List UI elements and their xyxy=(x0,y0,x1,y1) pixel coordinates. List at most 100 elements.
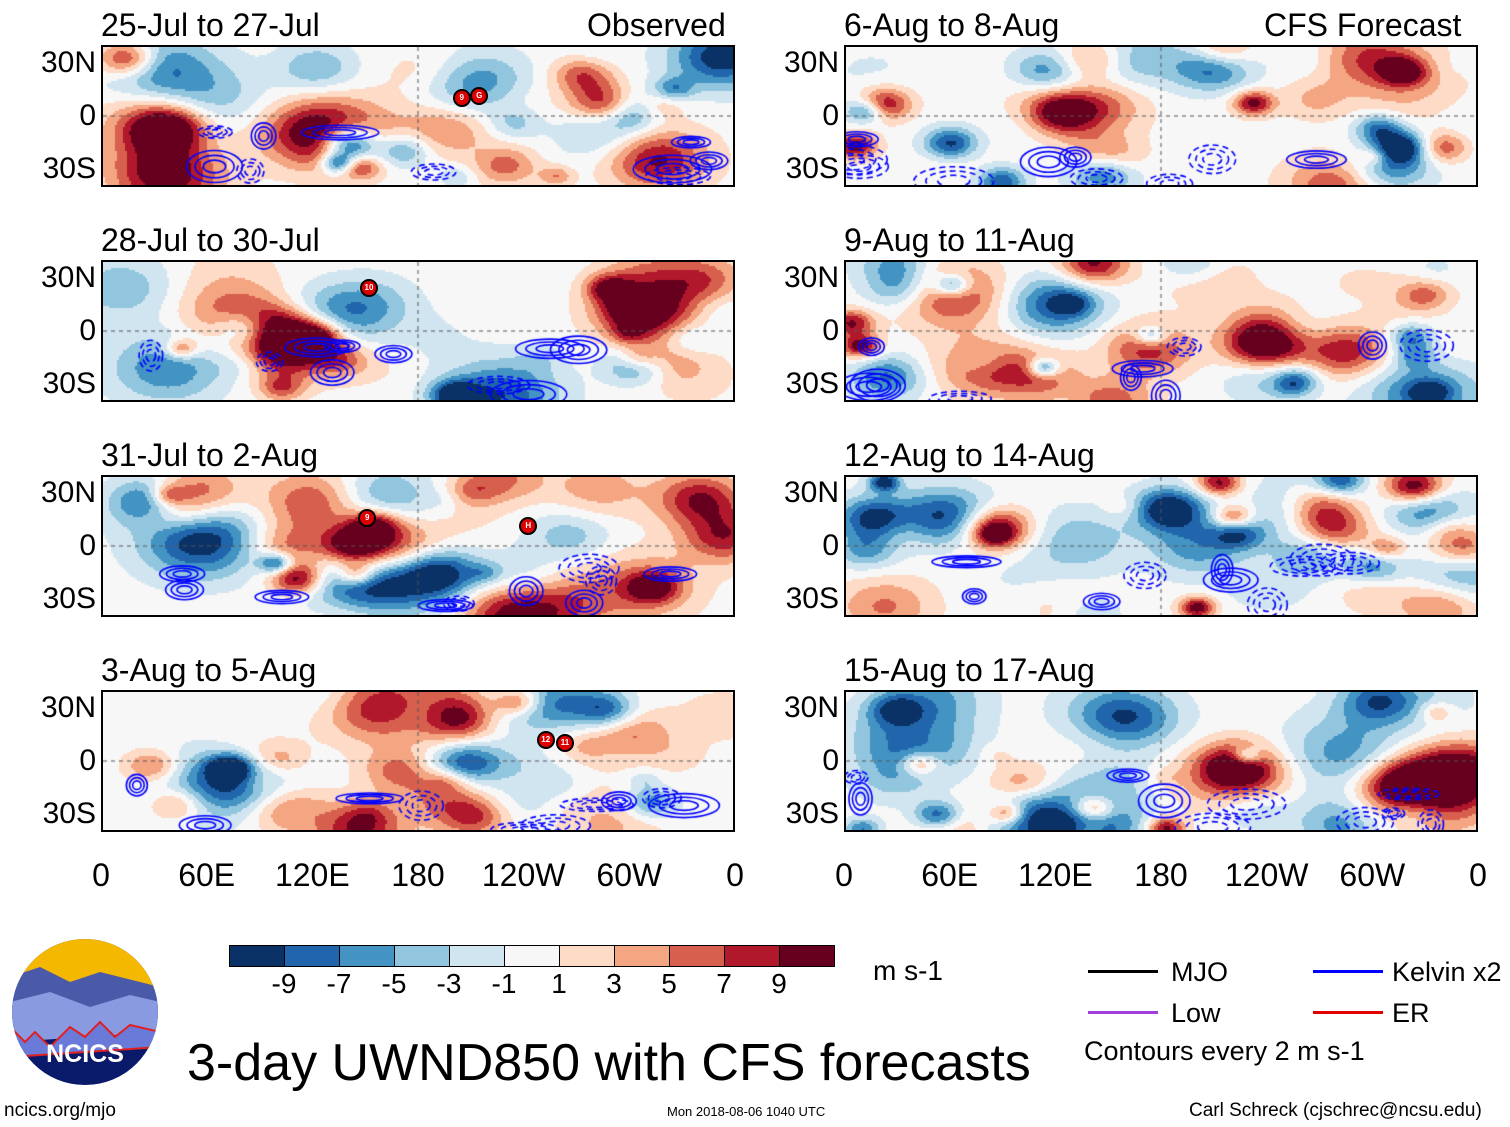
tropical-cyclone-icon: 9 xyxy=(358,509,377,528)
wind-anomaly-field xyxy=(846,262,1476,400)
colorbar-swatch xyxy=(229,945,285,967)
x-tick-label: 60W xyxy=(1339,857,1406,893)
footer-url-link[interactable]: ncics.org/mjo xyxy=(4,1100,116,1121)
y-tick-label: 0 xyxy=(79,744,96,777)
y-tick-label: 0 xyxy=(822,99,839,132)
tropical-cyclone-icon: 12 xyxy=(536,730,555,749)
y-tick-label: 0 xyxy=(79,314,96,347)
x-tick-label: 180 xyxy=(391,857,445,893)
colorbar-tick-label: 5 xyxy=(661,968,677,999)
y-tick-label: 30S xyxy=(42,582,96,615)
tropical-cyclone-icon: 10 xyxy=(360,279,378,298)
legend-line-kelvin xyxy=(1313,970,1383,973)
map-panel-forecast xyxy=(844,690,1478,832)
map-panel-observed: 12 11 xyxy=(101,690,735,832)
colorbar-tick-label: 1 xyxy=(551,968,567,999)
logo-text: NCICS xyxy=(46,1040,124,1068)
y-tick-label: 0 xyxy=(79,99,96,132)
map-panel-observed: 10 xyxy=(101,260,735,402)
legend-line-low xyxy=(1088,1011,1158,1014)
colorbar-tick-label: -5 xyxy=(381,968,407,999)
map-panel-forecast xyxy=(844,475,1478,617)
colorbar-tick-label: 9 xyxy=(771,968,787,999)
wind-anomaly-field xyxy=(103,262,733,400)
y-tick-label: 30S xyxy=(42,367,96,400)
x-tick-label: 120W xyxy=(481,857,566,893)
x-tick-label: 120E xyxy=(274,857,350,893)
wind-anomaly-field xyxy=(103,47,733,185)
y-tick-label: 0 xyxy=(79,529,96,562)
ncics-logo: NCICS xyxy=(12,939,158,1085)
colorbar-swatch xyxy=(394,945,450,967)
legend-line-er xyxy=(1313,1011,1383,1014)
footer-author: Carl Schreck (cjschrec@ncsu.edu) xyxy=(1189,1100,1482,1121)
tropical-cyclone-icon: H xyxy=(519,517,538,536)
x-tick-label: 0 xyxy=(1469,857,1487,893)
wind-anomaly-field xyxy=(846,692,1476,830)
y-tick-label: 30N xyxy=(783,691,839,724)
x-tick-label: 0 xyxy=(726,857,744,893)
x-tick-label: 180 xyxy=(1134,857,1188,893)
y-tick-label: 0 xyxy=(822,744,839,777)
y-tick-label: 30N xyxy=(783,261,839,294)
colorbar-swatch xyxy=(504,945,560,967)
x-tick-label: 60E xyxy=(921,857,979,893)
colorbar-tick-label: -9 xyxy=(271,968,297,999)
x-tick-label: 60E xyxy=(178,857,236,893)
y-tick-label: 30N xyxy=(40,691,96,724)
colorbar-tick-label: -1 xyxy=(491,968,517,999)
map-panel-forecast xyxy=(844,45,1478,187)
y-tick-label: 30N xyxy=(40,46,96,79)
colorbar-tick-label: 7 xyxy=(716,968,732,999)
y-tick-label: 30S xyxy=(785,582,839,615)
colorbar-swatch xyxy=(669,945,725,967)
y-tick-label: 30N xyxy=(40,261,96,294)
wind-anomaly-field xyxy=(846,477,1476,615)
legend-label-er: ER xyxy=(1392,998,1430,1028)
y-tick-label: 30S xyxy=(785,367,839,400)
x-tick-label: 120E xyxy=(1017,857,1093,893)
colorbar-tick-label: -3 xyxy=(436,968,462,999)
colorbar-swatch xyxy=(614,945,670,967)
y-tick-label: 30N xyxy=(783,476,839,509)
tropical-cyclone-icon: 11 xyxy=(556,733,574,752)
panel-title: 28-Jul to 30-Jul xyxy=(101,222,320,258)
figure-title: 3-day UWND850 with CFS forecasts xyxy=(187,1034,1031,1092)
panel-title: 31-Jul to 2-Aug xyxy=(101,437,319,473)
map-panel-forecast xyxy=(844,260,1478,402)
panel-title: 3-Aug to 5-Aug xyxy=(101,652,317,688)
footer-timestamp: Mon 2018-08-06 1040 UTC xyxy=(667,1104,826,1119)
colorbar-swatch xyxy=(779,945,835,967)
y-tick-label: 30S xyxy=(42,152,96,185)
y-tick-label: 30N xyxy=(783,46,839,79)
tropical-cyclone-icon: 9 xyxy=(452,88,471,107)
y-tick-label: 30S xyxy=(785,797,839,830)
colorbar-swatch xyxy=(559,945,615,967)
x-tick-label: 0 xyxy=(835,857,853,893)
x-tick-label: 120W xyxy=(1224,857,1309,893)
panel-title: 12-Aug to 14-Aug xyxy=(844,437,1095,473)
y-tick-label: 30S xyxy=(42,797,96,830)
tropical-cyclone-icon: G xyxy=(470,87,489,106)
legend-label-mjo: MJO xyxy=(1171,957,1228,987)
colorbar-swatch xyxy=(339,945,395,967)
panel-title: 6-Aug to 8-Aug xyxy=(844,7,1060,43)
y-tick-label: 0 xyxy=(822,529,839,562)
contours-note: Contours every 2 m s-1 xyxy=(1084,1036,1365,1066)
y-tick-label: 30N xyxy=(40,476,96,509)
panel-title: 9-Aug to 11-Aug xyxy=(844,222,1075,258)
observed-header: Observed xyxy=(587,7,726,43)
legend-label-kelvin: Kelvin x2 xyxy=(1392,957,1502,987)
colorbar-swatch xyxy=(449,945,505,967)
colorbar-swatch xyxy=(284,945,340,967)
x-tick-label: 0 xyxy=(92,857,110,893)
colorbar-units: m s-1 xyxy=(873,955,943,986)
wind-anomaly-field xyxy=(846,47,1476,185)
wind-anomaly-field xyxy=(103,692,733,830)
colorbar-tick-label: -7 xyxy=(326,968,352,999)
y-tick-label: 30S xyxy=(785,152,839,185)
panel-title: 25-Jul to 27-Jul xyxy=(101,7,320,43)
